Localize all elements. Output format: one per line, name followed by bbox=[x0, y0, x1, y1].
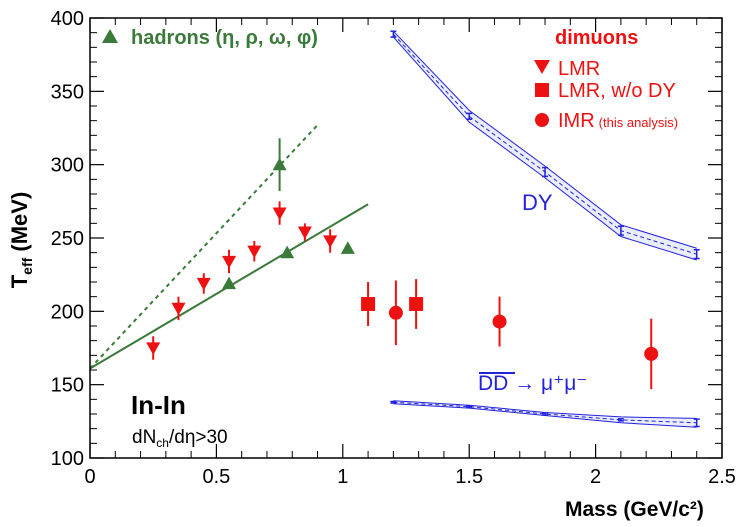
lmr_wo_dy-point bbox=[361, 297, 376, 311]
lmr-point bbox=[171, 302, 186, 316]
x-tick-label: 1.5 bbox=[455, 466, 483, 488]
dd-label: DD → μ⁺μ⁻ bbox=[478, 372, 587, 395]
axes: 0 0.5 1 1.5 2 2.5 100 150 200 250 300 350 400 bbox=[51, 8, 736, 488]
y-tick-label: 150 bbox=[51, 375, 84, 397]
hadrons-point bbox=[280, 245, 295, 259]
multiplicity-cut-label: dNch/dη>30 bbox=[132, 427, 228, 450]
legend-lmr-wo-dy-label: LMR, w/o DY bbox=[558, 80, 676, 102]
legend-lmr-label: LMR bbox=[558, 58, 600, 80]
legend-dimuons: dimuons LMR LMR, w/o DY IMR (this analysi… bbox=[534, 27, 678, 132]
y-tick-label: 300 bbox=[51, 155, 84, 177]
legend-triangle-up-marker bbox=[102, 29, 118, 43]
lmr-point bbox=[196, 277, 211, 291]
y-axis-title: Teff (MeV) bbox=[7, 192, 35, 289]
x-tick-label: 2.5 bbox=[708, 466, 736, 488]
y-tick-label: 400 bbox=[51, 8, 84, 30]
x-axis-title: Mass (GeV/c²) bbox=[565, 498, 704, 521]
x-tick-label: 0 bbox=[84, 466, 95, 488]
model-bands bbox=[390, 30, 700, 428]
y-tick-label: 350 bbox=[51, 81, 84, 103]
x-tick-label: 0.5 bbox=[202, 466, 230, 488]
imr-point bbox=[492, 314, 507, 329]
legend-triangle-down-marker bbox=[534, 60, 550, 74]
dd-center-line bbox=[393, 401, 697, 424]
lmr-point bbox=[247, 245, 262, 259]
dy-label: DY bbox=[522, 190, 553, 215]
y-tick-label: 200 bbox=[51, 301, 84, 323]
dy-lower-edge bbox=[392, 36, 697, 261]
hadrons-point bbox=[222, 276, 237, 290]
y-tick-label: 250 bbox=[51, 228, 84, 250]
lmr_wo_dy-point bbox=[409, 297, 424, 311]
x-tick-label: 1 bbox=[337, 466, 348, 488]
legend-square-marker bbox=[535, 83, 549, 97]
system-label: In-In bbox=[131, 390, 186, 420]
hadrons-point bbox=[272, 157, 287, 171]
y-tick-label: 100 bbox=[51, 448, 84, 470]
legend-hadrons-label: hadrons (η, ρ, ω, φ) bbox=[131, 27, 318, 49]
hadrons-point bbox=[340, 241, 355, 254]
legend-circle-marker bbox=[535, 113, 549, 127]
x-tick-label: 2 bbox=[590, 466, 601, 488]
legend-dimuons-title: dimuons bbox=[555, 27, 638, 49]
imr-point bbox=[644, 346, 659, 361]
lmr-point bbox=[323, 235, 338, 248]
dy-upper-edge bbox=[392, 30, 697, 249]
legend-imr-label: IMR (this analysis) bbox=[558, 110, 678, 132]
lmr-point bbox=[146, 342, 161, 355]
lmr-point bbox=[272, 207, 287, 221]
hadron-fit-dashed-line bbox=[89, 124, 319, 370]
legend-hadrons: hadrons (η, ρ, ω, φ) bbox=[102, 27, 318, 49]
data-points bbox=[146, 138, 659, 390]
fit-lines bbox=[89, 124, 369, 370]
imr-point bbox=[388, 305, 403, 320]
lmr-point bbox=[222, 255, 237, 269]
lmr-point bbox=[297, 226, 312, 240]
